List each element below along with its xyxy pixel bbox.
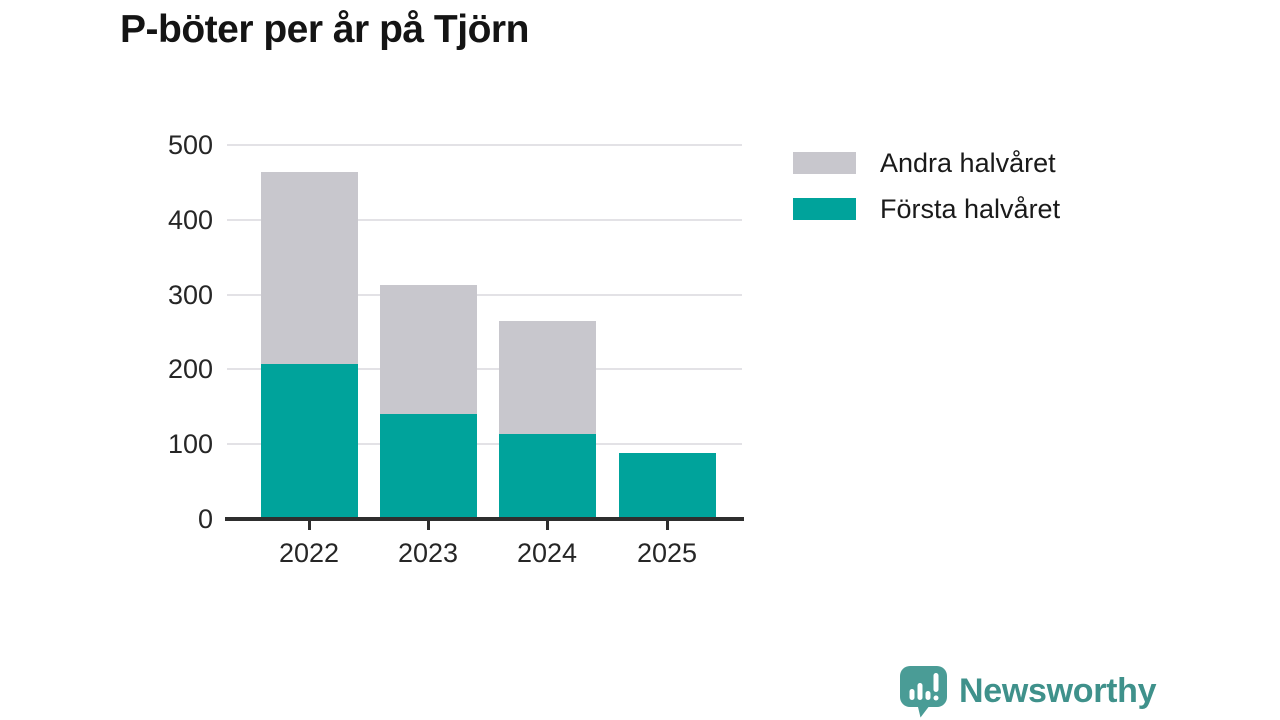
axis-tick <box>665 521 669 530</box>
x-tick-label: 2025 <box>636 538 698 568</box>
legend-item: Första halvåret <box>793 194 1060 224</box>
y-tick-label: 400 <box>167 204 213 235</box>
legend-swatch <box>793 198 856 220</box>
newsworthy-logo: Newsworthy <box>897 664 1157 718</box>
axis-tick <box>426 521 430 530</box>
y-tick-label: 300 <box>167 279 213 310</box>
bar-segment <box>260 364 358 519</box>
gridline <box>227 293 742 296</box>
legend-item: Andra halvåret <box>793 148 1060 178</box>
x-tick-label: 2024 <box>516 538 578 568</box>
newsworthy-wordmark: Newsworthy <box>959 671 1157 710</box>
legend-swatch <box>793 152 856 174</box>
legend: Andra halvåret Första halvåret <box>793 148 1060 224</box>
gridline <box>227 144 742 146</box>
axis-tick <box>307 521 311 530</box>
x-tick-label: 2023 <box>397 538 459 568</box>
gridline <box>227 218 742 221</box>
legend-label: Andra halvåret <box>880 147 1056 178</box>
axis-tick <box>545 521 549 530</box>
legend-label: Första halvåret <box>880 193 1061 224</box>
bar-segment <box>260 171 358 365</box>
y-tick-label: 0 <box>197 504 213 534</box>
gridline <box>227 368 742 371</box>
bar-segment <box>379 414 477 519</box>
x-axis-line <box>225 517 744 521</box>
bar-segment <box>498 433 596 519</box>
bar-segment <box>498 320 596 434</box>
plot-area: 0 100 200 300 400 500 2022 2023 2024 2025 <box>168 130 744 568</box>
bar-segment <box>618 453 716 519</box>
chart-title: P-böter per år på Tjörn <box>120 8 529 51</box>
y-tick-label: 100 <box>167 429 213 460</box>
x-tick-label: 2022 <box>278 538 340 568</box>
gridline <box>227 443 742 446</box>
bar-segment <box>379 284 477 415</box>
newsworthy-logo-icon <box>900 666 947 718</box>
y-tick-label: 500 <box>167 130 213 160</box>
y-tick-label: 200 <box>167 354 213 385</box>
